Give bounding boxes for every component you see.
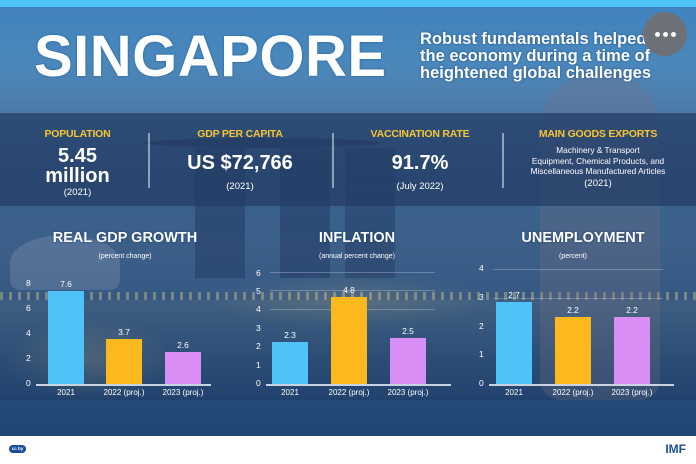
gridline — [270, 290, 435, 291]
cc-license-icon[interactable]: cc by — [9, 445, 26, 453]
chart-title: INFLATION — [318, 230, 396, 246]
y-tick: 6 — [26, 303, 31, 313]
stat-value: 91.7% — [391, 152, 449, 174]
stat-divider — [148, 133, 150, 188]
gridline — [270, 272, 435, 273]
y-tick: 1 — [256, 360, 261, 370]
top-accent-line — [0, 0, 696, 7]
chart-unemployment: UNEMPLOYMENT (percent) 0 1 2 3 4 2.7 2.2… — [479, 228, 683, 397]
plot-area: 0 2 4 6 8 7.6 3.7 2.6 2021 2022 (proj.) … — [26, 278, 211, 397]
chart-title: UNEMPLOYMENT — [521, 230, 645, 246]
bar-2023-proj: 2.2 — [614, 305, 650, 384]
stat-note: (2021) — [63, 187, 92, 198]
x-axis — [489, 384, 674, 386]
ellipsis-icon — [670, 31, 676, 37]
y-tick: 3 — [256, 323, 261, 333]
x-tick: 2021 — [281, 388, 299, 397]
page-subtitle: Robust fundamentals helped the economy d… — [420, 30, 652, 82]
ellipsis-icon — [654, 31, 660, 37]
chart-inflation: INFLATION (annual percent change) 0 1 2 … — [256, 228, 452, 397]
chart-title: REAL GDP GROWTH — [52, 230, 198, 246]
x-tick: 2023 (proj.) — [162, 388, 204, 397]
bar-2021: 2.3 — [272, 330, 308, 384]
x-tick: 2022 (proj.) — [328, 388, 370, 397]
y-tick: 4 — [256, 304, 261, 314]
artscience-museum-silhouette — [10, 235, 120, 290]
chart-subtitle: (percent change) — [98, 253, 152, 260]
y-tick: 6 — [256, 268, 261, 278]
imf-logo: IMF — [665, 442, 686, 456]
y-tick: 4 — [26, 328, 31, 338]
stat-note: (2021) — [584, 177, 612, 189]
y-tick: 0 — [479, 378, 484, 388]
y-tick: 2 — [479, 321, 484, 331]
y-tick: 3 — [479, 292, 484, 302]
stat-label: VACCINATION RATE — [370, 128, 470, 140]
bar-2022-proj: 4.8 — [331, 285, 367, 384]
chart-subtitle: (percent) — [558, 253, 587, 260]
stat-value: 5.45 — [58, 145, 97, 167]
stat-divider — [502, 133, 504, 188]
stat-main-exports: MAIN GOODS EXPORTS Machinery & Transport… — [508, 113, 688, 207]
y-tick: 0 — [26, 378, 31, 388]
stat-gdp-per-capita: GDP PER CAPITA US $72,766 (2021) — [160, 113, 320, 207]
city-lights — [0, 292, 696, 300]
chart-real-gdp-growth: REAL GDP GROWTH (percent change) 0 2 4 6… — [26, 228, 220, 397]
stat-population: POPULATION 5.45 million (2021) — [20, 113, 135, 207]
stat-description: Machinery & Transport Equipment, Chemica… — [530, 145, 666, 176]
ellipsis-icon — [662, 31, 668, 37]
stat-divider — [332, 133, 334, 188]
y-tick: 2 — [26, 353, 31, 363]
x-axis — [266, 384, 451, 386]
x-axis — [36, 384, 211, 386]
infographic-background: SINGAPORE Robust fundamentals helped the… — [0, 0, 696, 436]
x-tick: 2023 (proj.) — [387, 388, 429, 397]
bar-2021: 7.6 — [48, 279, 84, 384]
stat-vaccination-rate: VACCINATION RATE 91.7% (July 2022) — [345, 113, 495, 207]
stat-note: (July 2022) — [396, 181, 444, 192]
stat-label: POPULATION — [44, 128, 111, 140]
x-tick: 2021 — [505, 388, 523, 397]
stat-note: (2021) — [226, 181, 254, 192]
bar-2023-proj: 2.6 — [165, 340, 201, 384]
plot-area: 0 1 2 3 4 5 6 2.3 4.8 2.5 2021 2022 (pro… — [256, 268, 451, 397]
gridline — [493, 269, 663, 270]
stat-value-unit: million — [45, 165, 110, 187]
gridline — [493, 298, 663, 299]
more-options-button[interactable] — [643, 12, 687, 56]
y-tick: 4 — [479, 263, 484, 273]
bar-2022-proj: 2.2 — [555, 305, 591, 384]
x-tick: 2021 — [57, 388, 75, 397]
y-tick: 1 — [479, 349, 484, 359]
y-tick: 5 — [256, 286, 261, 296]
stat-label: GDP PER CAPITA — [197, 128, 283, 140]
page-title: SINGAPORE — [34, 24, 387, 89]
key-stats-band: POPULATION 5.45 million (2021) GDP PER C… — [0, 112, 696, 206]
bar-2023-proj: 2.5 — [390, 326, 426, 384]
plot-area: 0 1 2 3 4 2.7 2.2 2.2 2021 2022 (proj.) … — [479, 261, 674, 397]
y-tick: 8 — [26, 278, 31, 288]
bar-2021: 2.7 — [496, 290, 532, 384]
footer: cc by IMF — [0, 436, 696, 464]
stat-label: MAIN GOODS EXPORTS — [538, 128, 658, 140]
x-tick: 2022 (proj.) — [103, 388, 145, 397]
chart-subtitle: (annual percent change) — [319, 253, 395, 260]
bar-2022-proj: 3.7 — [106, 327, 142, 384]
y-tick: 0 — [256, 378, 261, 388]
x-tick: 2022 (proj.) — [552, 388, 594, 397]
stat-value: US $72,766 — [187, 152, 293, 174]
x-tick: 2023 (proj.) — [611, 388, 653, 397]
y-tick: 2 — [256, 341, 261, 351]
